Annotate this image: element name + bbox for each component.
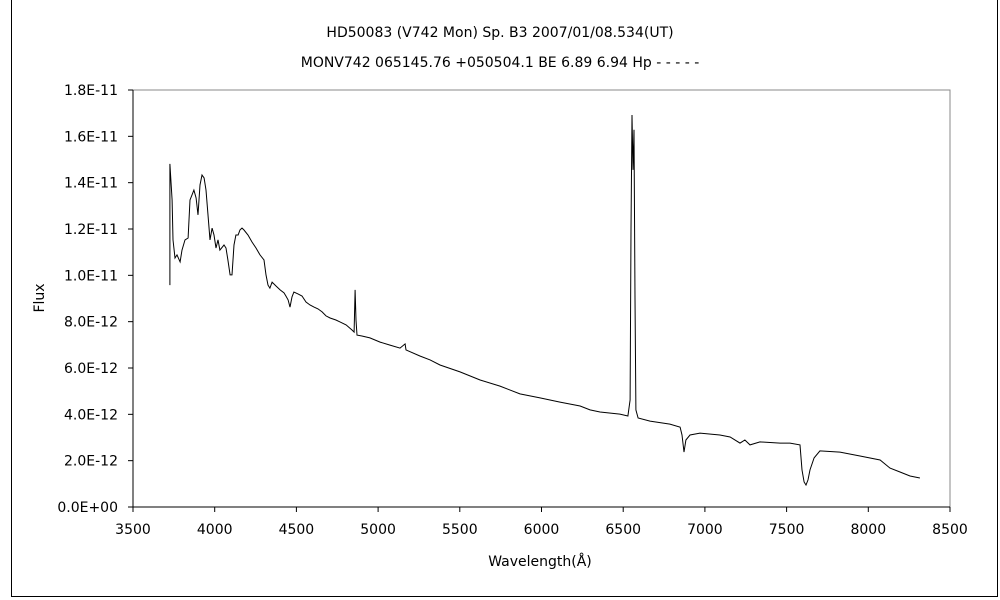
y-tick-label: 1.2E-11 bbox=[64, 222, 118, 238]
y-tick-label: 8.0E-12 bbox=[64, 315, 118, 331]
spectrum-line bbox=[169, 114, 920, 487]
x-tick-label: 3500 bbox=[115, 522, 151, 538]
y-tick-label: 1.6E-11 bbox=[64, 129, 118, 145]
y-tick-label: 6.0E-12 bbox=[64, 361, 118, 377]
x-tick-label: 8000 bbox=[850, 522, 886, 538]
y-axis-label: Flux bbox=[32, 283, 48, 312]
x-tick-label: 7500 bbox=[769, 522, 805, 538]
x-tick-label: 5000 bbox=[360, 522, 396, 538]
x-tick-label: 6000 bbox=[524, 522, 560, 538]
x-tick-label: 8500 bbox=[932, 522, 968, 538]
y-tick-label: 1.0E-11 bbox=[64, 268, 118, 284]
y-tick-label: 4.0E-12 bbox=[64, 407, 118, 423]
x-tick-label: 4500 bbox=[279, 522, 315, 538]
y-tick-label: 0.0E+00 bbox=[57, 500, 118, 516]
chart-subtitle: MONV742 065145.76 +050504.1 BE 6.89 6.94… bbox=[300, 55, 700, 71]
y-tick-label: 2.0E-12 bbox=[64, 454, 118, 470]
chart-title: HD50083 (V742 Mon) Sp. B3 2007/01/08.534… bbox=[326, 25, 674, 41]
x-tick-label: 5500 bbox=[442, 522, 478, 538]
x-tick-label: 4000 bbox=[197, 522, 233, 538]
x-tick-label: 6500 bbox=[605, 522, 641, 538]
x-axis-label: Wavelength(Å) bbox=[488, 553, 592, 570]
plot-area bbox=[132, 89, 951, 508]
y-tick-label: 1.8E-11 bbox=[64, 83, 118, 99]
y-tick-label: 1.4E-11 bbox=[64, 176, 118, 192]
chart-frame bbox=[11, 0, 998, 597]
x-tick-label: 7000 bbox=[687, 522, 723, 538]
